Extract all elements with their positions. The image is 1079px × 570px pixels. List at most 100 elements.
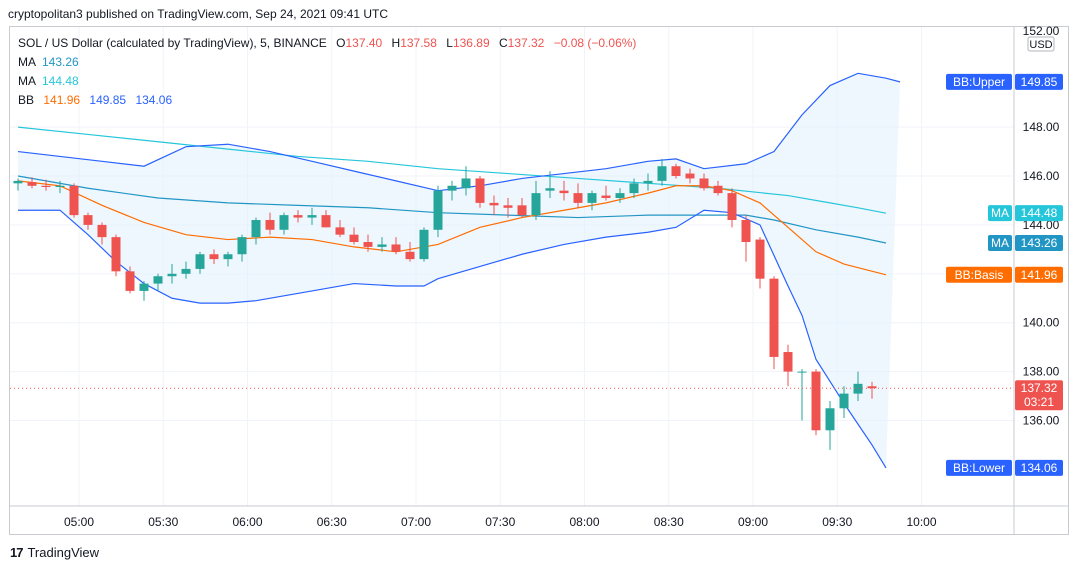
legend-low-label: L: [446, 36, 453, 50]
bb-band-fill: [18, 73, 900, 468]
legend-open-label: O: [336, 36, 346, 50]
candle-body: [265, 220, 275, 230]
candle-body: [405, 251, 415, 260]
tradingview-logo[interactable]: 17: [10, 545, 24, 560]
ma-fast-line: [17, 175, 887, 244]
candle-body: [839, 393, 849, 409]
candle-body: [559, 190, 569, 194]
candle-body: [97, 224, 107, 238]
bb-basis-label-tag-text: BB:Basis: [955, 268, 1004, 282]
candle-body: [475, 178, 485, 203]
candle-body: [825, 408, 835, 431]
candle-body: [153, 276, 163, 284]
bb-lower-label-value-box: [1015, 459, 1063, 476]
bb-upper-label-value: 149.85: [1021, 75, 1058, 89]
bb-lower-label-tag-text: BB:Lower: [953, 461, 1005, 475]
candle-body: [83, 215, 93, 225]
candle-body: [783, 352, 793, 372]
ma-fast-label-value: 143.26: [1021, 236, 1058, 250]
candle-body: [629, 183, 639, 194]
legend-bb-lower: 134.06: [135, 93, 173, 107]
candle-body: [601, 195, 611, 199]
candle-body: [279, 215, 289, 230]
price-tick-label-top: 152.00: [1023, 24, 1060, 38]
candle-body: [209, 254, 219, 260]
time-tick-label: 09:30: [822, 515, 852, 529]
chart-legend: SOL / US Dollar (calculated by TradingVi…: [18, 34, 636, 110]
candle-body: [587, 193, 597, 203]
candle-body: [167, 273, 177, 277]
candle-body: [307, 215, 317, 218]
candle-body: [545, 188, 555, 191]
time-tick-label: 07:30: [485, 515, 515, 529]
time-tick-label: 06:30: [317, 515, 347, 529]
bb-basis-label-value: 141.96: [1021, 268, 1058, 282]
ma-slow-label-tag: [988, 205, 1012, 222]
candle-body: [349, 234, 359, 243]
candle-body: [433, 190, 443, 230]
candle-body: [321, 215, 331, 228]
legend-ma2-value: 144.48: [42, 74, 79, 88]
candle-body: [685, 173, 695, 179]
ma-fast-label-tag: [988, 234, 1012, 251]
candle-body: [741, 220, 751, 243]
legend-bb-row: BB 141.96 149.85 134.06: [18, 91, 636, 110]
candle-body: [69, 185, 79, 216]
legend-low: 136.89: [452, 36, 490, 50]
last-price-countdown: 03:21: [1024, 395, 1054, 409]
bb-upper-line: [17, 72, 901, 192]
legend-bb-label: BB: [18, 93, 35, 107]
bb-upper-label-tag-text: BB:Upper: [953, 75, 1005, 89]
ma-slow-label-value: 144.48: [1021, 206, 1058, 220]
time-tick-label: 08:00: [569, 515, 599, 529]
chart-frame[interactable]: [9, 26, 1069, 535]
legend-close-label: C: [498, 36, 508, 50]
candle-body: [377, 244, 387, 247]
legend-ma1-row: MA 143.26: [18, 53, 636, 72]
currency-box: [1027, 36, 1055, 52]
footer-brand[interactable]: TradingView: [27, 545, 100, 560]
legend-high: 137.58: [400, 36, 437, 50]
candle-body: [195, 254, 205, 269]
legend-open: 137.40: [345, 36, 383, 50]
time-tick-label: 09:00: [738, 515, 768, 529]
candle-body: [517, 205, 527, 216]
candle-body: [643, 180, 653, 184]
candle-body: [461, 178, 471, 189]
legend-change: −0.08 (−0.06%): [553, 36, 637, 50]
price-tick-label: 146.00: [1023, 169, 1060, 183]
candle-body: [657, 166, 667, 181]
candle-body: [125, 271, 135, 291]
candle-body: [55, 185, 65, 188]
legend-symbol-row: SOL / US Dollar (calculated by TradingVi…: [18, 34, 636, 53]
bb-basis-label-value-box: [1015, 266, 1063, 283]
candle-body: [671, 166, 681, 176]
candle-body: [811, 371, 821, 431]
candle-body: [489, 202, 499, 206]
bb-basis-label-tag: [946, 266, 1012, 283]
candle-body: [335, 227, 345, 235]
legend-bb-upper: 149.85: [89, 93, 127, 107]
publisher-line: cryptopolitan3 published on TradingView.…: [8, 7, 389, 21]
legend-high-label: H: [391, 36, 401, 50]
candle-body: [797, 371, 807, 373]
ma-fast-label-value-box: [1015, 234, 1063, 251]
candle-body: [139, 283, 149, 291]
candle-body: [251, 220, 261, 238]
candle-body: [573, 193, 583, 203]
candle-body: [27, 182, 37, 186]
candle-body: [755, 239, 765, 279]
candle-body: [237, 237, 247, 255]
candle-body: [13, 180, 23, 184]
bb-basis-line: [17, 180, 887, 276]
candle-body: [41, 185, 51, 188]
time-tick-label: 06:00: [232, 515, 262, 529]
legend-ma1-value: 143.26: [42, 55, 79, 69]
legend-close: 137.32: [507, 36, 545, 50]
time-tick-label: 05:00: [64, 515, 94, 529]
last-price-value: 137.32: [1021, 381, 1058, 395]
price-tick-label: 136.00: [1023, 414, 1060, 428]
candle-body: [223, 254, 233, 260]
time-tick-label: 08:30: [654, 515, 684, 529]
